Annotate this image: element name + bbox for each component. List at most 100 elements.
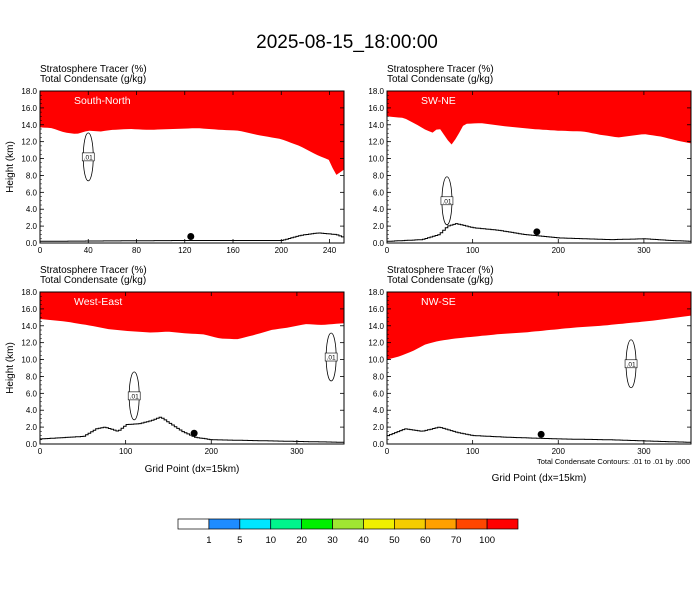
y-tick-label: 4.0 bbox=[373, 406, 385, 415]
y-tick-label: 0.0 bbox=[373, 239, 385, 248]
colorbar-swatch bbox=[424, 518, 457, 530]
contour-label-box bbox=[440, 196, 454, 206]
x-tick-label: 240 bbox=[323, 246, 337, 255]
y-tick-label: 10.0 bbox=[368, 155, 384, 164]
colorbar-swatch bbox=[363, 518, 395, 530]
y-tick-label: 12.0 bbox=[368, 138, 384, 147]
colorbar-label: 40 bbox=[358, 535, 369, 546]
colorbar-label: 60 bbox=[420, 535, 431, 546]
colorbar-swatch bbox=[208, 518, 241, 530]
location-marker bbox=[533, 228, 541, 236]
panel-nw-se: Stratosphere Tracer (%)Total Condensate … bbox=[368, 265, 692, 484]
location-marker bbox=[537, 430, 545, 438]
y-tick-label: 2.0 bbox=[373, 222, 385, 231]
location-marker bbox=[187, 232, 195, 240]
y-tick-label: 16.0 bbox=[368, 305, 384, 314]
contour-label: .01 bbox=[327, 355, 336, 362]
figure-title: 2025-08-15_18:00:00 bbox=[256, 32, 438, 53]
x-tick-label: 0 bbox=[385, 447, 390, 456]
y-tick-label: 4.0 bbox=[26, 205, 38, 214]
y-tick-label: 14.0 bbox=[21, 322, 37, 331]
y-tick-label: 18.0 bbox=[368, 288, 384, 297]
terrain-line bbox=[40, 232, 344, 242]
colorbar-label: 30 bbox=[327, 535, 338, 546]
colorbar-swatch bbox=[486, 518, 519, 530]
colorbar: 1 5 10 20 30 40 50 60 70 100 bbox=[177, 518, 519, 546]
y-tick-label: 16.0 bbox=[21, 305, 37, 314]
tracer-band bbox=[387, 292, 691, 360]
y-tick-label: 6.0 bbox=[26, 188, 38, 197]
y-tick-label: 10.0 bbox=[21, 356, 37, 365]
y-tick-label: 12.0 bbox=[368, 339, 384, 348]
panels: Stratosphere Tracer (%)Total Condensate … bbox=[5, 64, 692, 484]
colorbar-swatch bbox=[270, 518, 302, 530]
colorbar-swatch bbox=[455, 518, 488, 530]
y-axis-label: Height (km) bbox=[5, 342, 16, 394]
x-tick-label: 160 bbox=[226, 246, 240, 255]
contour-label-box bbox=[624, 359, 638, 369]
colorbar-swatch bbox=[177, 518, 210, 530]
contour-footnote: Total Condensate Contours: .01 to .01 by… bbox=[537, 457, 690, 466]
y-tick-label: 18.0 bbox=[21, 87, 37, 96]
panel-header-line: Stratosphere Tracer (%) bbox=[40, 265, 147, 276]
panel-west-east: Stratosphere Tracer (%)Total Condensate … bbox=[5, 265, 345, 475]
x-tick-label: 0 bbox=[38, 246, 43, 255]
colorbar-label: 100 bbox=[479, 535, 495, 546]
y-tick-label: 2.0 bbox=[26, 423, 38, 432]
y-tick-label: 2.0 bbox=[373, 423, 385, 432]
panel-header-line: Total Condensate (g/kg) bbox=[387, 275, 493, 286]
colorbar-label: 5 bbox=[237, 535, 242, 546]
y-tick-label: 10.0 bbox=[21, 155, 37, 164]
location-marker bbox=[190, 429, 198, 437]
x-tick-label: 80 bbox=[132, 246, 141, 255]
plot-area: .01 .01 bbox=[40, 292, 344, 444]
panel-header-line: Stratosphere Tracer (%) bbox=[40, 64, 147, 75]
tracer-band bbox=[40, 91, 344, 175]
y-tick-label: 18.0 bbox=[21, 288, 37, 297]
y-tick-label: 10.0 bbox=[368, 356, 384, 365]
contour-label: .01 bbox=[627, 361, 636, 368]
x-axis-label: Grid Point (dx=15km) bbox=[145, 464, 240, 475]
panel-label: West-East bbox=[74, 296, 122, 308]
contour-label-box bbox=[127, 391, 141, 401]
y-tick-label: 14.0 bbox=[368, 322, 384, 331]
plot-area: .01 bbox=[40, 91, 344, 243]
y-tick-label: 18.0 bbox=[368, 87, 384, 96]
y-tick-label: 2.0 bbox=[26, 222, 38, 231]
contour-label-box bbox=[324, 352, 338, 362]
y-tick-label: 8.0 bbox=[26, 372, 38, 381]
x-tick-label: 300 bbox=[290, 447, 304, 456]
terrain-line bbox=[387, 223, 691, 242]
y-tick-label: 16.0 bbox=[21, 104, 37, 113]
colorbar-label: 50 bbox=[389, 535, 400, 546]
x-tick-label: 300 bbox=[637, 246, 651, 255]
y-tick-label: 6.0 bbox=[373, 389, 385, 398]
x-tick-label: 0 bbox=[385, 246, 390, 255]
terrain-line bbox=[40, 416, 344, 443]
y-tick-label: 0.0 bbox=[26, 440, 38, 449]
x-axis-label: Grid Point (dx=15km) bbox=[492, 473, 587, 484]
y-tick-label: 4.0 bbox=[26, 406, 38, 415]
terrain-line bbox=[387, 426, 691, 443]
y-tick-label: 4.0 bbox=[373, 205, 385, 214]
colorbar-label: 10 bbox=[265, 535, 276, 546]
colorbar-swatch bbox=[332, 518, 364, 530]
panel-label: SW-NE bbox=[421, 95, 456, 107]
x-tick-label: 200 bbox=[205, 447, 219, 456]
panel-header-line: Total Condensate (g/kg) bbox=[40, 74, 146, 85]
panel-header-line: Stratosphere Tracer (%) bbox=[387, 64, 494, 75]
y-tick-label: 14.0 bbox=[368, 121, 384, 130]
x-tick-label: 100 bbox=[119, 447, 133, 456]
panel-sw-ne: Stratosphere Tracer (%)Total Condensate … bbox=[368, 64, 692, 255]
x-tick-label: 120 bbox=[178, 246, 192, 255]
y-tick-label: 6.0 bbox=[373, 188, 385, 197]
y-tick-label: 0.0 bbox=[26, 239, 38, 248]
tracer-band bbox=[387, 91, 691, 145]
panel-header-line: Total Condensate (g/kg) bbox=[387, 74, 493, 85]
panel-header-line: Total Condensate (g/kg) bbox=[40, 275, 146, 286]
colorbar-swatch bbox=[394, 518, 426, 530]
y-tick-label: 8.0 bbox=[373, 171, 385, 180]
panel-header-line: Stratosphere Tracer (%) bbox=[387, 265, 494, 276]
y-tick-label: 12.0 bbox=[21, 339, 37, 348]
